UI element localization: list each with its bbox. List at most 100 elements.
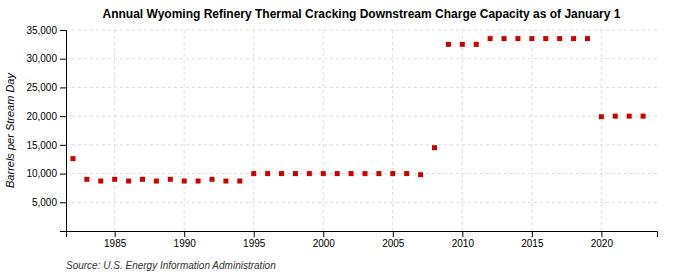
y-tick-label: 10,000 <box>26 168 57 179</box>
point <box>265 171 270 176</box>
y-axis: 5,000 10,000 15,000 20,000 25,000 30,000 35,00… <box>26 25 66 232</box>
point <box>474 42 479 47</box>
x-tick-mark <box>393 231 394 237</box>
point <box>210 177 215 182</box>
x-tick-label: 2000 <box>313 238 336 249</box>
point <box>390 171 395 176</box>
point <box>154 179 159 184</box>
points <box>70 36 645 183</box>
point <box>460 42 465 47</box>
y-tick: 30,000 <box>26 53 66 64</box>
point <box>168 177 173 182</box>
x-tick-mark <box>254 231 255 237</box>
point <box>362 171 367 176</box>
x-tick: 1995 <box>243 231 266 249</box>
point <box>237 179 242 184</box>
grid-line-y <box>66 30 657 31</box>
point <box>543 36 548 41</box>
x-tick: 2000 <box>313 231 336 249</box>
grid-line-y <box>66 87 657 88</box>
x-tick-label: 1990 <box>174 238 197 249</box>
x-tick-label: 2010 <box>452 238 475 249</box>
point <box>557 36 562 41</box>
chart-svg: 1985 1990 1995 2000 2005 2010 2015 2020 5,000 10,… <box>0 0 675 275</box>
grid-line-x <box>323 30 324 231</box>
x-tick-label: 1985 <box>104 238 127 249</box>
y-tick-mark <box>60 202 66 203</box>
point <box>613 114 618 119</box>
point <box>182 179 187 184</box>
point <box>488 36 493 41</box>
grid-line-y <box>66 173 657 174</box>
y-tick-label: 35,000 <box>26 25 57 36</box>
point <box>98 179 103 184</box>
y-tick-label: 25,000 <box>26 82 57 93</box>
x-axis-line <box>67 232 658 238</box>
y-tick: 35,000 <box>26 25 66 36</box>
point <box>279 171 284 176</box>
x-tick-mark <box>532 231 533 237</box>
y-tick-label: 5,000 <box>32 197 57 208</box>
point <box>599 114 604 119</box>
point <box>84 177 89 182</box>
point <box>251 171 256 176</box>
x-tick-label: 2015 <box>521 238 544 249</box>
grid-line-x <box>392 30 393 231</box>
point <box>502 36 507 41</box>
x-tick-mark <box>115 231 116 237</box>
point <box>140 177 145 182</box>
y-tick-mark <box>60 174 66 175</box>
y-tick-mark <box>60 145 66 146</box>
x-tick-label: 2020 <box>591 238 614 249</box>
point <box>70 156 75 161</box>
grid <box>66 30 657 231</box>
y-tick: 20,000 <box>26 111 66 122</box>
point <box>321 171 326 176</box>
point <box>196 179 201 184</box>
y-tick-label: 20,000 <box>26 111 57 122</box>
y-tick: 5,000 <box>32 197 66 208</box>
x-tick: 1990 <box>174 231 197 249</box>
x-tick: 2010 <box>452 231 475 249</box>
title: Annual Wyoming Refinery Thermal Cracking… <box>103 7 621 21</box>
point <box>223 179 228 184</box>
grid-line-x <box>531 30 532 231</box>
grid-line-y <box>66 202 657 203</box>
point <box>335 171 340 176</box>
grid-line-x <box>462 30 463 231</box>
point <box>529 36 534 41</box>
point <box>571 36 576 41</box>
annotation: Source: U.S. Energy Information Administ… <box>66 260 276 271</box>
x-tick: 2005 <box>382 231 405 249</box>
grid-line-y <box>66 58 657 59</box>
x-axis: 1985 1990 1995 2000 2005 2010 2015 2020 <box>67 231 658 249</box>
x-tick-label: 1995 <box>243 238 266 249</box>
plot-area: 1985 1990 1995 2000 2005 2010 2015 2020 5,000 10,… <box>26 25 657 249</box>
point <box>432 145 437 150</box>
y-tick-label: 30,000 <box>26 53 57 64</box>
point <box>641 114 646 119</box>
x-tick-mark <box>323 231 324 237</box>
y-axis-line <box>60 31 67 232</box>
point <box>376 171 381 176</box>
y-tick: 25,000 <box>26 82 66 93</box>
grid-line-y <box>66 116 657 117</box>
point <box>418 172 423 177</box>
x-tick-mark <box>601 231 602 237</box>
x-tick: 2015 <box>521 231 544 249</box>
y-tick: 10,000 <box>26 168 66 179</box>
point <box>446 42 451 47</box>
x-tick-mark <box>462 231 463 237</box>
grid-line-x <box>114 30 115 231</box>
y-tick: 15,000 <box>26 140 66 151</box>
x-tick: 2020 <box>591 231 614 249</box>
point <box>293 171 298 176</box>
x-tick-label: 2005 <box>382 238 405 249</box>
point <box>349 171 354 176</box>
point <box>112 177 117 182</box>
y-axis-title: Barrels per Stream Day <box>4 72 16 188</box>
chart-container: 1985 1990 1995 2000 2005 2010 2015 2020 5,000 10,… <box>0 0 675 275</box>
grid-line-x <box>601 30 602 231</box>
grid-line-x <box>184 30 185 231</box>
grid-line-y <box>66 144 657 145</box>
